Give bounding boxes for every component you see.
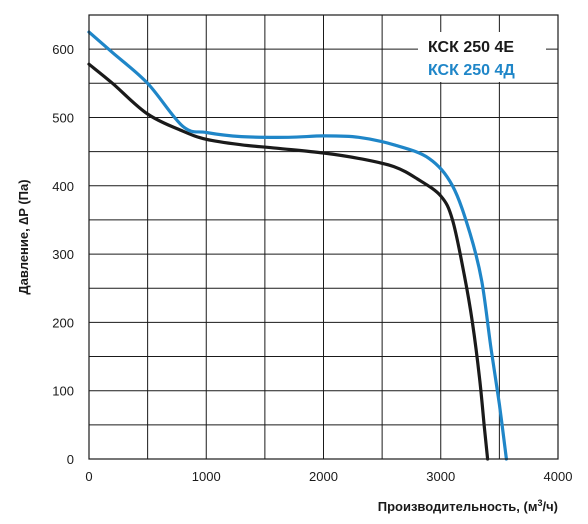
y-tick-labels: 0 100 200 300 400 500 600 [52, 42, 74, 467]
y-tick-label: 300 [52, 247, 74, 262]
x-tick-label: 2000 [309, 469, 338, 484]
y-tick-label: 400 [52, 179, 74, 194]
y-axis-title: Давление, ∆P (Па) [16, 179, 31, 294]
x-axis-title-main: Производительность, (м [378, 499, 538, 514]
legend-entry-ksk-250-4e: КСК 250 4Е [428, 39, 514, 56]
y-tick-label: 600 [52, 42, 74, 57]
y-tick-label: 0 [67, 452, 74, 467]
plot-border [88, 14, 559, 460]
y-tick-label: 100 [52, 384, 74, 399]
series-line-ksk-250-4d [87, 30, 508, 461]
x-tick-labels: 0 1000 2000 3000 4000 [85, 469, 572, 484]
x-tick-label: 0 [85, 469, 92, 484]
x-axis-title: Производительность, (м3/ч) [378, 498, 558, 514]
legend-entry-ksk-250-4d: КСК 250 4Д [428, 62, 515, 79]
legend-box [418, 32, 546, 82]
x-axis-title-sup: 3 [537, 498, 542, 508]
x-tick-label: 1000 [192, 469, 221, 484]
y-tick-label: 500 [52, 110, 74, 125]
x-tick-label: 4000 [544, 469, 573, 484]
series-line-ksk-250-4e [87, 62, 490, 461]
x-axis-title-end: /ч) [543, 499, 559, 514]
x-tick-label: 3000 [426, 469, 455, 484]
series-lines [87, 30, 508, 461]
y-tick-label: 200 [52, 315, 74, 330]
